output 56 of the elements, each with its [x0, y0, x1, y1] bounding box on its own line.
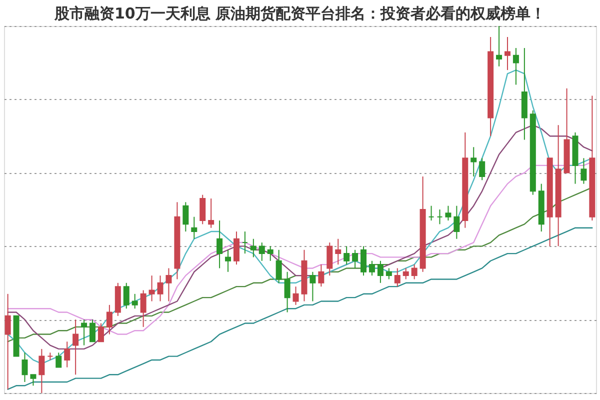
candlestick	[258, 242, 265, 262]
candlestick	[512, 48, 519, 86]
candlestick	[148, 275, 155, 302]
candlestick	[200, 194, 206, 225]
candlestick	[22, 352, 28, 382]
candlestick	[360, 246, 367, 276]
candlestick	[445, 205, 452, 222]
candlestick	[394, 268, 400, 288]
candlestick	[157, 275, 164, 302]
candlestick	[182, 202, 189, 232]
candlestick	[81, 319, 88, 346]
candlestick	[454, 205, 460, 240]
candlestick	[123, 282, 130, 310]
candlestick	[496, 26, 502, 67]
candlestick	[344, 246, 350, 266]
chart-title: 股市融资10万一天利息 原油期货配资平台排名：投资者必看的权威榜单！	[53, 4, 546, 22]
candlestick	[504, 36, 510, 71]
candlestick	[377, 260, 384, 284]
candlestick	[225, 249, 232, 272]
candlestick	[386, 268, 392, 280]
candlestick	[368, 260, 375, 276]
candlestick	[208, 198, 214, 228]
candlestick	[428, 205, 434, 222]
candlestick	[310, 271, 316, 302]
candlestick	[284, 271, 290, 313]
candlestick	[580, 158, 587, 184]
candlestick	[56, 352, 62, 368]
candlestick	[38, 348, 45, 394]
candlestick	[335, 238, 342, 266]
candlestick	[436, 209, 443, 225]
candlestick	[479, 158, 486, 181]
candlestick	[191, 216, 198, 240]
candlestick	[250, 238, 256, 258]
candlestick	[402, 268, 409, 280]
candlestick	[411, 264, 418, 280]
candlestick	[292, 286, 299, 306]
candlestick	[267, 246, 274, 262]
candlestick	[166, 268, 172, 302]
candlestick	[132, 293, 138, 310]
candlestick	[47, 352, 54, 360]
candlestick	[216, 220, 223, 269]
candlestick	[233, 231, 240, 266]
candlestick	[90, 319, 96, 342]
candlestick	[140, 290, 146, 328]
candlestick	[30, 374, 36, 386]
candlestick	[276, 249, 282, 284]
candlestick	[318, 264, 324, 288]
candlestick	[64, 341, 70, 368]
candlestick	[106, 304, 112, 335]
candlestick	[326, 242, 333, 276]
candlestick	[352, 249, 358, 269]
candlestick	[98, 322, 104, 342]
candlestick	[72, 319, 79, 376]
candlestick	[470, 146, 477, 177]
candlestick	[242, 231, 248, 254]
candlestick	[4, 293, 11, 390]
